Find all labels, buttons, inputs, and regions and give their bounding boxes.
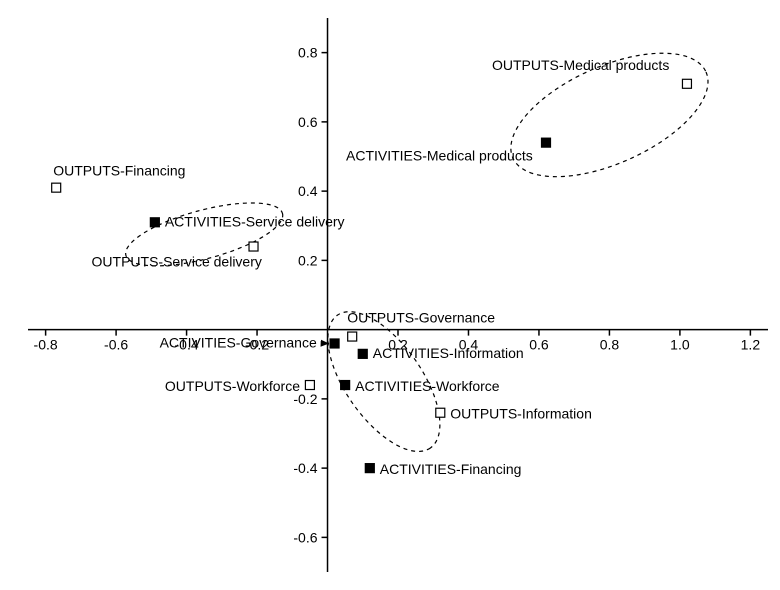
data-point-label: ACTIVITIES-Governance	[160, 334, 317, 350]
data-point-label: OUTPUTS-Medical products	[492, 57, 669, 73]
x-tick-label: -0.8	[34, 337, 58, 353]
x-tick-label: -0.6	[104, 337, 128, 353]
data-point-label: OUTPUTS-Information	[450, 406, 592, 422]
data-point-label: OUTPUTS-Workforce	[165, 378, 300, 394]
y-tick-label: 0.2	[298, 252, 318, 268]
data-point-label: OUTPUTS-Governance	[347, 310, 495, 326]
data-point	[682, 79, 691, 88]
x-tick-label: 0.6	[529, 337, 549, 353]
data-point	[436, 408, 445, 417]
x-tick-label: 1.0	[670, 337, 690, 353]
cluster-ellipse	[493, 28, 726, 203]
y-tick-label: -0.6	[293, 529, 317, 545]
data-point-label: ACTIVITIES-Workforce	[355, 378, 500, 394]
data-point-label: ACTIVITIES-Medical products	[346, 148, 533, 164]
data-point-label: ACTIVITIES-Information	[373, 345, 524, 361]
x-tick-label: 1.2	[741, 337, 761, 353]
y-tick-label: 0.4	[298, 183, 318, 199]
data-point	[150, 218, 159, 227]
data-point	[348, 332, 357, 341]
data-point	[542, 138, 551, 147]
data-point	[365, 464, 374, 473]
data-point-label: ACTIVITIES-Service delivery	[165, 213, 345, 229]
data-point-label: OUTPUTS-Service delivery	[92, 254, 262, 270]
data-point	[52, 183, 61, 192]
y-tick-label: 0.8	[298, 45, 318, 61]
data-point	[305, 381, 314, 390]
data-point-label: ACTIVITIES-Financing	[380, 461, 522, 477]
scatter-chart: -0.8-0.6-0.4-0.20.20.40.60.81.01.2-0.6-0…	[0, 0, 780, 590]
data-point-label: OUTPUTS-Financing	[53, 163, 185, 179]
x-tick-label: 0.8	[600, 337, 620, 353]
data-point	[358, 349, 367, 358]
y-tick-label: 0.6	[298, 114, 318, 130]
data-point	[330, 339, 339, 348]
y-tick-label: -0.4	[293, 460, 317, 476]
data-point	[341, 381, 350, 390]
data-point	[249, 242, 258, 251]
